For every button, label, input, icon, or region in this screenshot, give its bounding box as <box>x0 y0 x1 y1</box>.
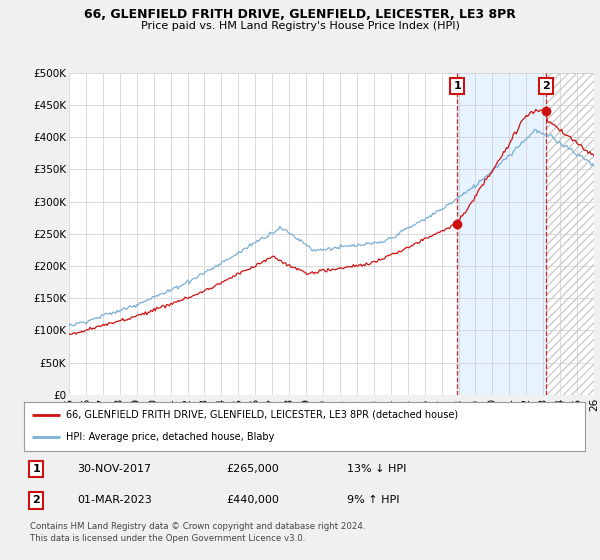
Text: 1: 1 <box>453 81 461 91</box>
Text: 2: 2 <box>32 496 40 506</box>
Text: 66, GLENFIELD FRITH DRIVE, GLENFIELD, LEICESTER, LE3 8PR (detached house): 66, GLENFIELD FRITH DRIVE, GLENFIELD, LE… <box>66 410 458 420</box>
Text: £265,000: £265,000 <box>226 464 279 474</box>
Text: HPI: Average price, detached house, Blaby: HPI: Average price, detached house, Blab… <box>66 432 274 442</box>
Text: 2: 2 <box>542 81 550 91</box>
Bar <box>546 73 594 395</box>
Text: 30-NOV-2017: 30-NOV-2017 <box>77 464 151 474</box>
Text: 66, GLENFIELD FRITH DRIVE, GLENFIELD, LEICESTER, LE3 8PR: 66, GLENFIELD FRITH DRIVE, GLENFIELD, LE… <box>84 8 516 21</box>
Text: 9% ↑ HPI: 9% ↑ HPI <box>347 496 399 506</box>
Text: 13% ↓ HPI: 13% ↓ HPI <box>347 464 406 474</box>
Text: 01-MAR-2023: 01-MAR-2023 <box>77 496 152 506</box>
Text: 1: 1 <box>32 464 40 474</box>
Text: Price paid vs. HM Land Registry's House Price Index (HPI): Price paid vs. HM Land Registry's House … <box>140 21 460 31</box>
Text: Contains HM Land Registry data © Crown copyright and database right 2024.
This d: Contains HM Land Registry data © Crown c… <box>30 522 365 543</box>
Bar <box>457 73 546 395</box>
Bar <box>546 73 594 395</box>
Text: £440,000: £440,000 <box>226 496 279 506</box>
